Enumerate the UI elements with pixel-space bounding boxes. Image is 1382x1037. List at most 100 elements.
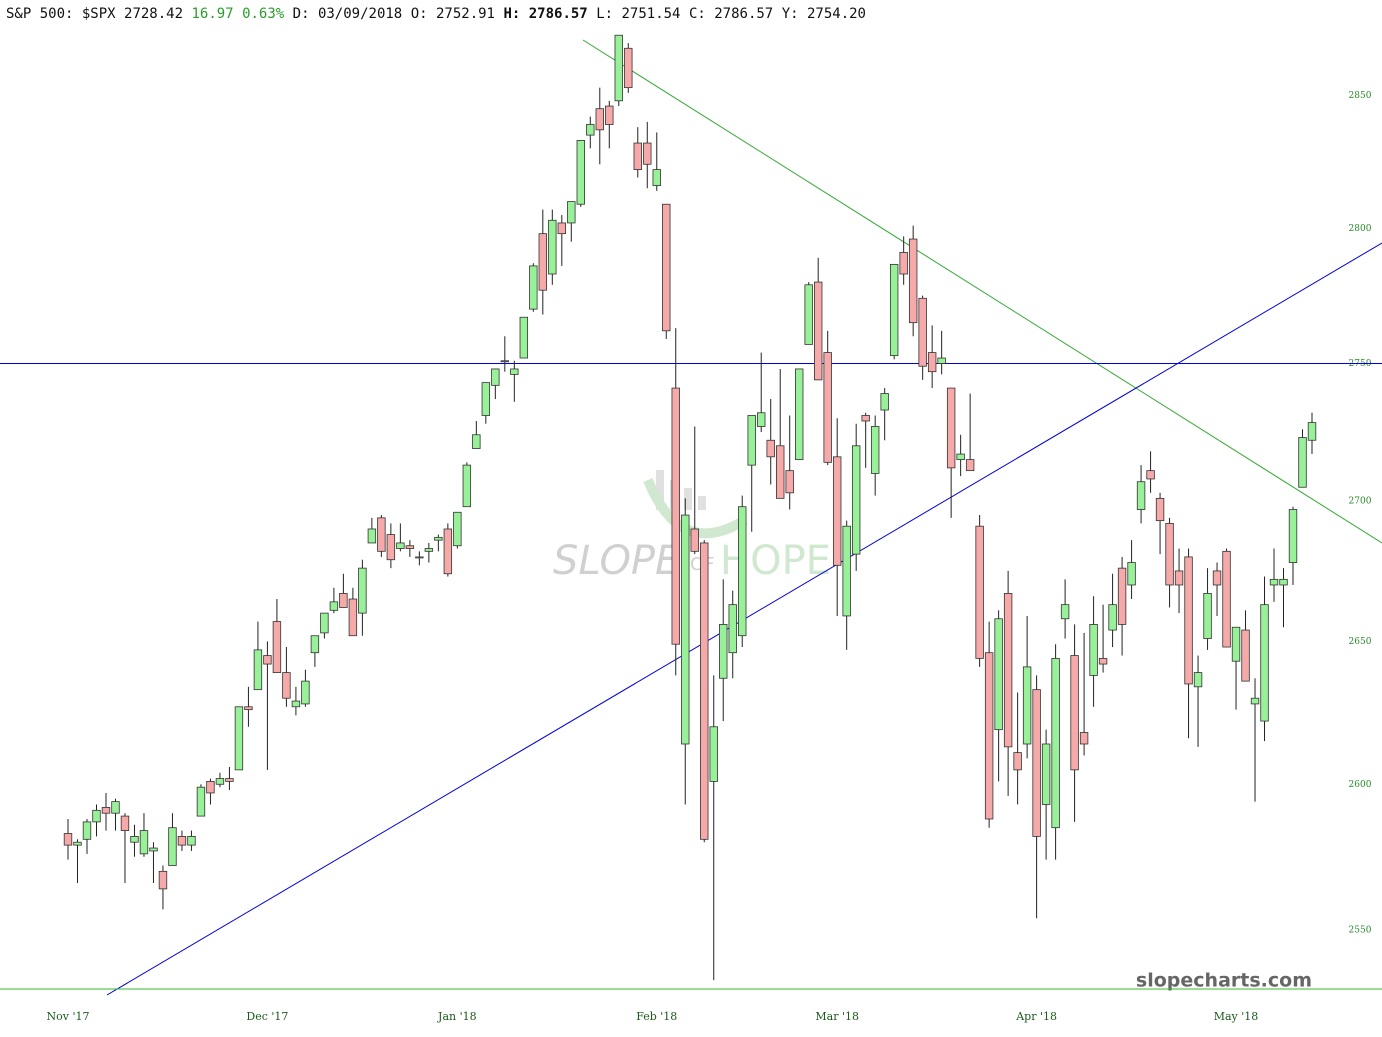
candle-body [1003,593,1013,748]
candle [557,214,566,266]
candle [1174,548,1184,614]
candle [63,818,73,860]
y-tick-label: 2650 [1349,637,1372,647]
candle-body [851,445,861,555]
close: 2786.57 [714,6,774,22]
quote-header: S&P 500: $SPX 2728.42 16.97 0.63% D: 03/… [6,6,866,22]
candle-body [946,387,956,469]
candle [339,573,348,608]
x-tick-label: May '18 [1214,1010,1259,1023]
candle-body [1155,497,1165,522]
change-pct: 0.63% [242,6,285,22]
candle [149,842,158,884]
candle-body [415,556,424,559]
candle [282,647,291,707]
candle [329,587,339,614]
candle [1155,492,1165,555]
candle [785,415,794,510]
candle [1279,568,1288,628]
candle-body [861,415,870,422]
candle-body [434,536,443,541]
candle [424,542,434,563]
candle [1212,562,1222,616]
candle [206,778,215,805]
last: 2728.42 [124,6,184,22]
candle [215,772,225,788]
candle-body [1212,570,1222,586]
candle [576,140,585,207]
candle [1165,517,1174,608]
candle-body [396,542,405,549]
candle-body [795,368,804,460]
candle [367,517,377,544]
candle-body [348,598,358,637]
candle [92,804,101,837]
candle [358,559,367,636]
candle-body [709,726,718,782]
candle-body [557,222,566,235]
candle-body [472,434,481,449]
candle-body [1307,422,1317,441]
candle-body [158,870,168,890]
candle-body [339,593,348,608]
x-tick-label: Feb '18 [636,1010,677,1023]
logo-bar [656,470,664,510]
candle-body [1269,578,1279,586]
candle [1222,548,1231,648]
candle [1108,573,1117,648]
candle [434,534,443,552]
candle-body [92,809,101,823]
candle [177,830,187,851]
candle-body [899,252,908,275]
candle-body [785,470,794,494]
candle [225,766,234,791]
candle-body [633,142,642,170]
candle [700,540,709,843]
candle-body [1203,593,1212,639]
candle-body [206,780,215,794]
candle [709,675,718,981]
open: 2752.91 [435,6,495,22]
low: 2751.54 [621,6,681,22]
candle-body [624,47,633,89]
candle [814,257,823,381]
candle-body [177,836,187,846]
x-tick-label: Dec '17 [246,1010,288,1023]
label: C: [688,6,706,22]
candle-body [1250,697,1260,705]
candle-body [367,528,377,544]
candle-body [1222,550,1231,648]
y-tick-label: 2550 [1349,925,1372,935]
candle-body [149,847,158,852]
candle [415,551,424,566]
candle-body [738,506,747,637]
candle [377,515,386,557]
candle [899,236,908,285]
candle [481,382,491,424]
label: H: [503,6,521,22]
candle [927,325,937,389]
candle-body [832,456,842,566]
candle-body [595,108,604,131]
candle-body [282,672,291,699]
candle-body [386,534,396,561]
candle [1089,596,1098,707]
candle [301,669,310,707]
candle-body [747,415,756,466]
candle-body [1127,562,1136,586]
candle-body [538,233,548,291]
candle-body [1013,752,1022,771]
candle [880,388,889,441]
candle [500,336,510,372]
candle [681,498,690,805]
candle-body [823,352,832,463]
candle-body [263,655,272,665]
candle [690,426,699,555]
candle-body [1041,743,1051,805]
candle-body [870,426,880,474]
brand: SLOPE [553,538,681,584]
candle [842,520,851,650]
candle-body [643,142,652,165]
candle [168,813,177,866]
